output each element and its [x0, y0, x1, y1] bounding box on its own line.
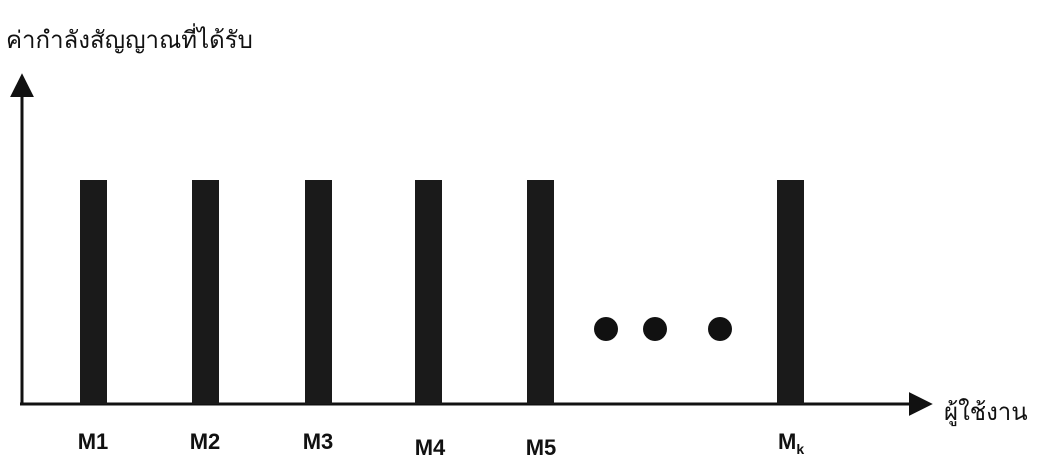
label-subscript: k [796, 441, 804, 457]
x-axis-label: ผู้ใช้งาน [944, 398, 1028, 427]
ellipsis-dot [708, 317, 732, 341]
user-label: M2 [190, 429, 221, 454]
ellipsis-dot [594, 317, 618, 341]
user-label: M1 [78, 429, 109, 454]
user-label: M5 [526, 435, 557, 459]
user-label: M4 [415, 435, 446, 459]
user-label: Mk [778, 429, 804, 457]
user-label: M3 [303, 429, 334, 454]
user-bar [192, 180, 219, 404]
user-bar [305, 180, 332, 404]
label-base: M [778, 429, 796, 454]
user-bar [415, 180, 442, 404]
user-bar [527, 180, 554, 404]
y-axis-label: ค่ากำลังสัญญาณที่ได้รับ [6, 23, 253, 54]
diagram: ค่ากำลังสัญญาณที่ได้รับ ผู้ใช้งาน M1 M2 … [0, 0, 1047, 459]
user-bar [777, 180, 804, 404]
user-bar [80, 180, 107, 404]
ellipsis-dot [643, 317, 667, 341]
